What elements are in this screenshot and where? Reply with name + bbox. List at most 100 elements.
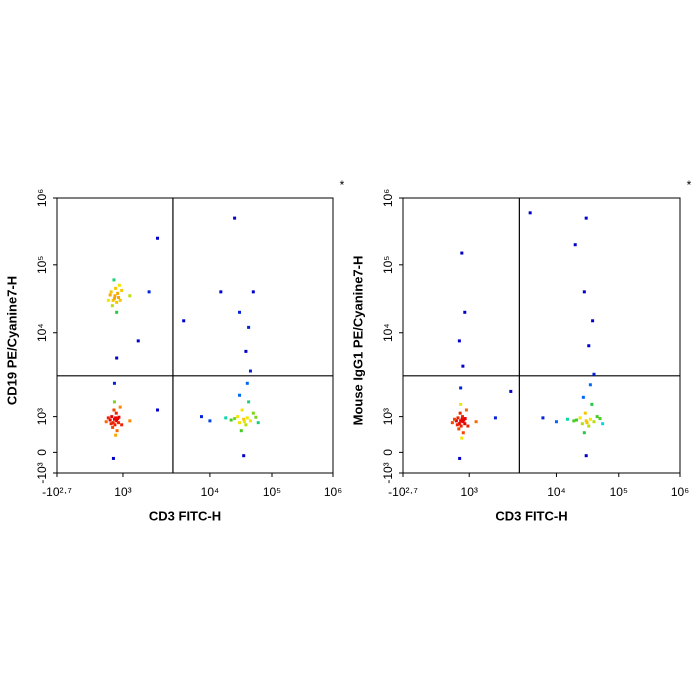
event-dot	[541, 416, 545, 420]
event-dot	[182, 319, 186, 323]
event-dot	[114, 416, 118, 420]
event-dot	[120, 423, 124, 427]
event-dot	[115, 419, 119, 423]
y-tick-label: 10⁴	[381, 323, 395, 342]
event-dot	[590, 402, 594, 406]
event-dot	[595, 415, 599, 419]
event-dot	[117, 296, 121, 300]
event-dot	[136, 339, 140, 343]
event-dot	[458, 411, 462, 415]
event-dot	[572, 419, 576, 423]
event-dot	[244, 349, 248, 353]
event-dot	[460, 436, 464, 440]
event-dot	[453, 417, 457, 421]
x-tick-label: 10⁵	[610, 485, 628, 499]
event-dot	[588, 383, 592, 387]
event-dot	[248, 369, 252, 373]
event-dot	[244, 423, 248, 427]
event-dot	[238, 421, 242, 425]
x-axis-title: CD3 FITC-H	[149, 508, 221, 523]
y-tick-label: 0	[381, 449, 395, 456]
event-dot	[106, 416, 110, 420]
event-dot	[601, 422, 605, 426]
event-dot	[575, 418, 579, 422]
event-dot	[106, 298, 110, 302]
x-tick-label: 10³	[114, 485, 131, 499]
event-dot	[587, 344, 591, 348]
event-dot	[528, 211, 532, 215]
event-dot	[112, 381, 116, 385]
event-dot	[254, 415, 258, 419]
event-dot	[463, 417, 467, 421]
event-dot	[459, 386, 463, 390]
event-dot	[459, 424, 463, 428]
event-dot	[128, 294, 132, 298]
event-dot	[460, 251, 464, 255]
event-dot	[588, 417, 592, 421]
event-dot	[117, 421, 121, 425]
event-dot	[565, 417, 569, 421]
event-dot	[108, 293, 112, 297]
event-dot	[493, 416, 497, 420]
event-dot	[239, 429, 243, 433]
event-dot	[509, 389, 513, 393]
event-dot	[247, 400, 251, 404]
event-dot	[114, 286, 118, 290]
event-dot	[583, 411, 587, 415]
event-dot	[454, 419, 458, 423]
event-dot	[111, 456, 115, 460]
event-dot	[128, 419, 132, 423]
event-dot	[598, 417, 602, 421]
event-dot	[585, 421, 589, 425]
event-dot	[118, 298, 122, 302]
event-dot	[554, 420, 558, 424]
y-tick-label: 0	[35, 449, 49, 456]
event-dot	[463, 310, 467, 314]
event-dot	[256, 421, 260, 425]
event-dot	[245, 416, 249, 420]
event-dot	[109, 422, 113, 426]
event-dot	[466, 424, 470, 428]
y-tick-label: 10⁵	[35, 256, 49, 274]
event-dot	[460, 417, 464, 421]
event-dot	[242, 454, 246, 458]
x-tick-label: 10⁶	[671, 485, 689, 499]
event-dot	[457, 339, 461, 343]
event-dot	[457, 427, 461, 431]
event-dot	[110, 415, 114, 419]
x-tick-label: -10²·⁷	[388, 485, 418, 499]
event-dot	[455, 423, 459, 427]
x-tick-label: 10³	[461, 485, 478, 499]
y-tick-label: 10⁶	[35, 189, 49, 207]
event-dot	[581, 395, 585, 399]
event-dot	[147, 290, 151, 294]
y-tick-label: 10³	[35, 408, 49, 425]
event-dot	[208, 419, 212, 423]
event-dot	[242, 417, 246, 421]
event-dot	[233, 417, 237, 421]
event-dot	[117, 415, 121, 419]
event-dot	[456, 416, 460, 420]
event-dot	[592, 420, 596, 424]
event-dot	[199, 415, 203, 419]
event-dot	[115, 356, 119, 360]
y-tick-label: 10⁵	[381, 256, 395, 274]
corner-mark: *	[687, 178, 692, 192]
event-dot	[461, 420, 465, 424]
event-dot	[111, 298, 115, 302]
event-dot	[474, 420, 478, 424]
x-tick-label: -10²·⁷	[42, 485, 72, 499]
corner-mark: *	[340, 178, 345, 192]
event-dot	[450, 421, 454, 425]
event-dot	[580, 422, 584, 426]
event-dot	[112, 400, 116, 404]
event-dot	[236, 415, 240, 419]
event-dot	[251, 411, 255, 415]
x-tick-label: 10⁵	[263, 485, 281, 499]
y-tick-label: 10⁴	[35, 323, 49, 342]
event-dot	[458, 456, 462, 460]
event-dot	[113, 294, 117, 298]
event-dot	[219, 290, 223, 294]
event-dot	[587, 424, 591, 428]
